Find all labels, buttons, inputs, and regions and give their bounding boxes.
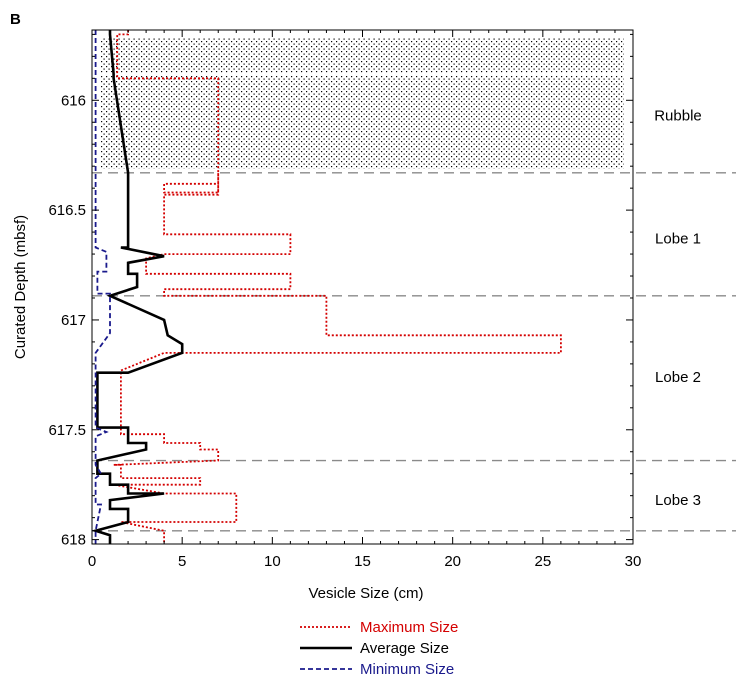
y-tick-label: 616.5 bbox=[48, 202, 86, 219]
axes: 0 5 10 15 20 25 30 616 616.5 617 617.5 618 bbox=[48, 30, 641, 570]
x-axis-title: Vesicle Size (cm) bbox=[308, 585, 423, 602]
rubble-hatch bbox=[101, 38, 624, 169]
series-layer bbox=[92, 30, 562, 544]
series-maximum-size bbox=[113, 30, 562, 544]
series-minimum-size bbox=[94, 30, 111, 544]
boundary-lines bbox=[92, 172, 736, 532]
legend-label-3: Minimum Size bbox=[360, 661, 454, 678]
y-axis-title: Curated Depth (mbsf) bbox=[12, 215, 29, 359]
x-tick-label: 0 bbox=[88, 553, 96, 570]
y-tick-label: 617 bbox=[61, 312, 86, 329]
y-tick-label: 618 bbox=[61, 532, 86, 549]
x-tick-label: 10 bbox=[264, 553, 281, 570]
rubble-hatch-layer bbox=[101, 38, 624, 169]
x-tick-label: 20 bbox=[444, 553, 461, 570]
legend-label-1: Maximum Size bbox=[360, 619, 458, 636]
region-label-4: Lobe 3 bbox=[655, 492, 701, 509]
panel-letter: B bbox=[10, 11, 21, 28]
x-tick-label: 30 bbox=[625, 553, 642, 570]
legend-label-2: Average Size bbox=[360, 640, 449, 657]
region-label-2: Lobe 1 bbox=[655, 231, 701, 248]
y-tick-label: 617.5 bbox=[48, 422, 86, 439]
x-tick-label: 25 bbox=[534, 553, 551, 570]
x-tick-label: 15 bbox=[354, 553, 371, 570]
region-label-3: Lobe 2 bbox=[655, 369, 701, 386]
region-label-1: Rubble bbox=[654, 108, 702, 125]
x-tick-label: 5 bbox=[178, 553, 186, 570]
region-labels: Rubble Lobe 1 Lobe 2 Lobe 3 bbox=[654, 108, 702, 509]
y-tick-label: 616 bbox=[61, 92, 86, 109]
series-average-size bbox=[92, 30, 184, 544]
legend: Maximum Size Average Size Minimum Size bbox=[300, 619, 458, 678]
